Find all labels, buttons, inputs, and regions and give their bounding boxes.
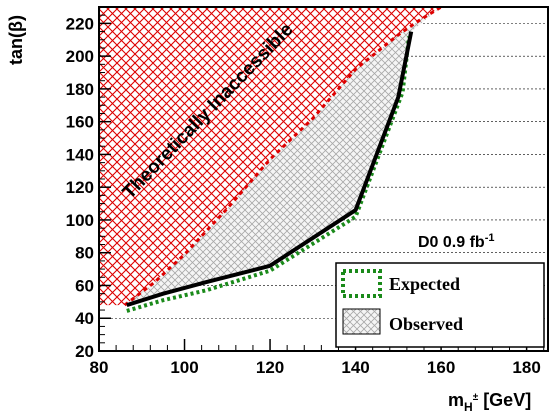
y-axis-ticks: 20 40 60 80 100 120 140 160 180 200 220 <box>66 6 111 361</box>
observed-excluded-region <box>124 7 442 306</box>
expected-limit-line <box>126 36 411 313</box>
experiment-label: D0 0.9 fb-1 <box>418 232 494 251</box>
y-tick-label: 200 <box>66 47 94 66</box>
x-tick-label: 140 <box>341 358 369 377</box>
x-tick-label: 80 <box>90 358 109 377</box>
y-tick-label: 80 <box>75 244 94 263</box>
x-tick-label: 120 <box>256 358 284 377</box>
y-tick-label: 220 <box>66 14 94 33</box>
legend: Expected Observed <box>335 262 545 348</box>
legend-swatch-observed <box>342 308 381 335</box>
y-axis-title: tan(β) <box>6 15 26 65</box>
y-tick-label: 160 <box>66 113 94 132</box>
y-tick-label: 40 <box>75 309 94 328</box>
theoretically-inaccessible-region <box>99 7 442 306</box>
legend-label-expected: Expected <box>389 274 460 294</box>
y-tick-label: 140 <box>66 145 94 164</box>
x-tick-label: 180 <box>512 358 540 377</box>
legend-swatch-expected <box>341 269 382 298</box>
x-tick-label: 100 <box>170 358 198 377</box>
x-tick-label: 160 <box>427 358 455 377</box>
y-tick-label: 180 <box>66 80 94 99</box>
x-axis-title: mH± [GeV] <box>448 390 531 414</box>
x-axis-ticks: 80 100 120 140 160 180 <box>90 339 545 377</box>
y-tick-label: 20 <box>75 342 94 361</box>
inaccessible-boundary-line <box>123 7 442 307</box>
legend-label-observed: Observed <box>389 314 463 334</box>
y-tick-label: 100 <box>66 211 94 230</box>
observed-limit-line <box>126 31 414 308</box>
y-tick-label: 120 <box>66 178 94 197</box>
y-tick-label: 60 <box>75 276 94 295</box>
